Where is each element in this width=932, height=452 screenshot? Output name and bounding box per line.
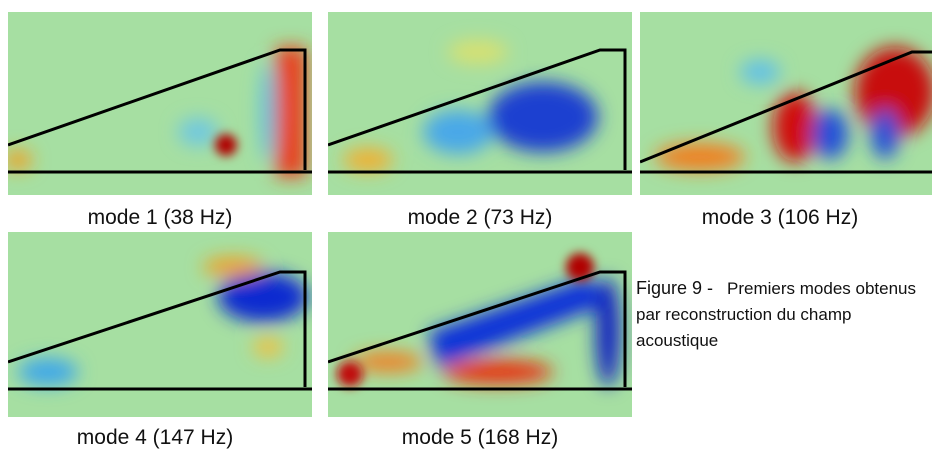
mode-label: mode 4 (147 Hz) — [5, 426, 305, 450]
mode-image — [8, 12, 312, 195]
mode-image — [640, 12, 932, 195]
mode-label: mode 5 (168 Hz) — [330, 426, 630, 450]
page: mode 1 (38 Hz) mode 2 (73 Hz) mode 3 (10… — [0, 0, 932, 452]
mode-image — [8, 232, 312, 417]
mode-label: mode 1 (38 Hz) — [10, 206, 310, 230]
mode-label: mode 2 (73 Hz) — [330, 206, 630, 230]
mode-label: mode 3 (106 Hz) — [630, 206, 930, 230]
mode-image — [328, 232, 632, 417]
figure-caption: Figure 9 -Premiers modes obtenus par rec… — [636, 275, 926, 354]
mode-image — [328, 12, 632, 195]
figure-number: Figure 9 - — [636, 278, 713, 298]
